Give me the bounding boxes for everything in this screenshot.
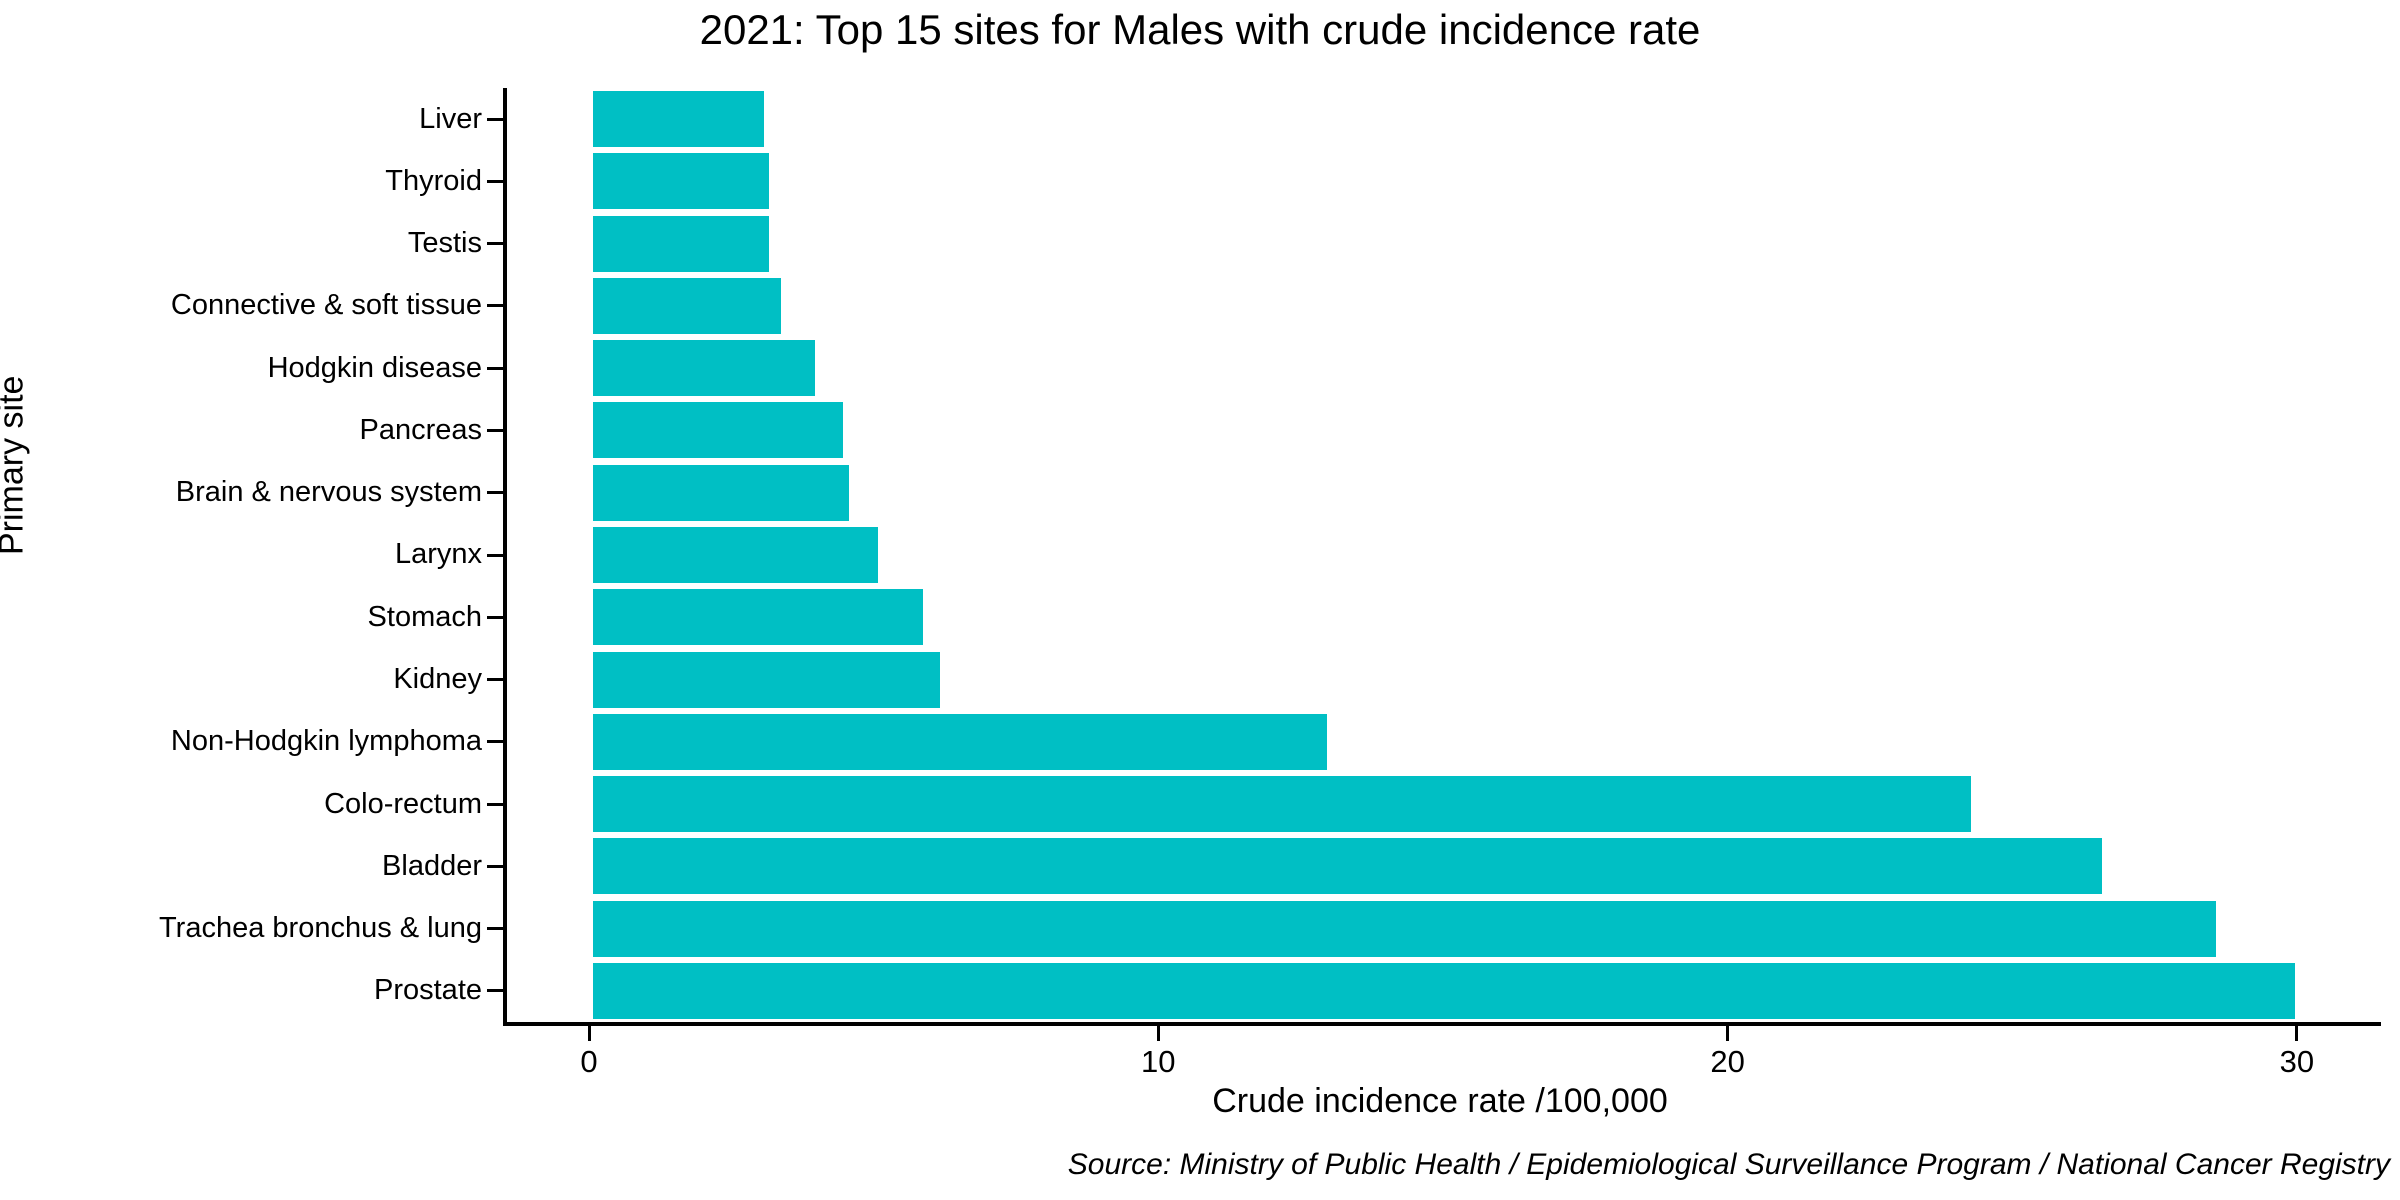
y-tick-label: Non-Hodgkin lymphoma [170,725,482,758]
y-tick-label: Prostate [374,974,482,1007]
y-tick-label: Liver [419,102,482,135]
y-tick-mark [487,553,503,557]
x-tick-label: 0 [580,1044,598,1079]
y-tick-label: Colo-rectum [324,787,482,820]
y-tick-mark [487,242,503,246]
y-tick-mark [487,304,503,308]
y-tick-mark [487,989,503,993]
y-tick-mark [487,615,503,619]
y-tick-label: Brain & nervous system [175,476,482,509]
bar [593,402,844,459]
source-note: Source: Ministry of Public Health / Epid… [1067,1148,2390,1181]
y-tick-mark [487,179,503,183]
y-tick-mark [487,117,503,121]
bar [593,962,2296,1019]
y-tick-mark [487,864,503,868]
x-tick-mark [1726,1026,1730,1041]
y-tick-label: Stomach [367,600,482,633]
y-tick-label: Larynx [394,538,482,571]
x-axis-title: Crude incidence rate /100,000 [1212,1082,1668,1120]
y-tick-label: Hodgkin disease [267,351,482,384]
bar [593,713,1328,770]
y-axis-ticks [487,88,503,1022]
y-tick-label: Connective & soft tissue [170,289,482,322]
y-tick-mark [487,678,503,682]
x-tick-mark [1156,1026,1160,1041]
bar [593,215,770,272]
y-tick-mark [487,491,503,495]
y-tick-mark [487,366,503,370]
y-tick-label: Kidney [393,663,482,696]
bar [593,838,2102,895]
y-tick-label: Pancreas [359,413,482,446]
bar [593,526,878,583]
y-tick-label: Thyroid [385,164,482,197]
x-tick-label: 10 [1141,1044,1176,1079]
bar [593,277,781,334]
y-tick-mark [487,428,503,432]
x-axis-tick-labels: 0 10 20 30 [503,1044,2377,1080]
y-tick-mark [487,740,503,744]
y-tick-label: Testis [407,227,482,260]
y-tick-mark [487,927,503,931]
bar [593,91,764,148]
x-tick-mark [587,1026,591,1041]
x-tick-label: 30 [2279,1044,2315,1079]
y-tick-label: Bladder [382,849,482,882]
y-tick-label: Trachea bronchus & lung [159,912,482,945]
x-tick-mark [2295,1026,2299,1041]
bar [593,589,924,646]
bar [593,153,770,210]
x-axis-ticks [503,1026,2377,1042]
bars [507,88,2381,1022]
chart-title: 2021: Top 15 sites for Males with crude … [699,6,1701,53]
y-axis-labels: Liver Thyroid Testis Connective & soft tiss… [0,88,482,1022]
bar [593,900,2216,957]
x-tick-label: 20 [1710,1044,1745,1079]
bar [593,464,850,521]
y-tick-mark [487,802,503,806]
bar [593,776,1971,833]
bar [593,340,816,397]
plot-panel [503,88,2381,1026]
bar [593,651,941,708]
